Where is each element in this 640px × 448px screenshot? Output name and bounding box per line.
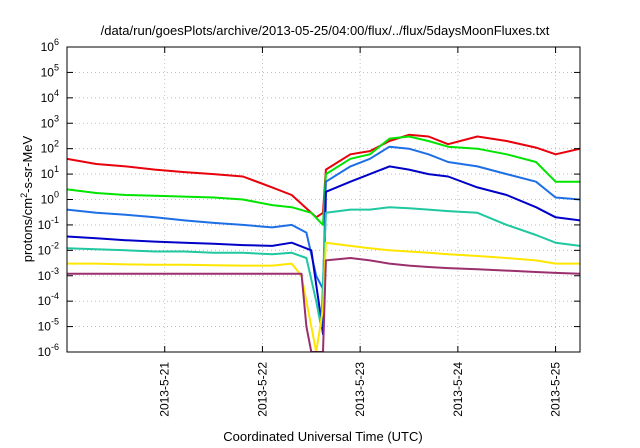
y-tick-label-base: 10 <box>38 218 52 232</box>
y-tick-label-exp: 5 <box>54 62 59 72</box>
y-axis: 10610510410310210110010-110-210-310-410-… <box>38 37 580 359</box>
series-line-7 <box>67 257 580 352</box>
y-tick-label-base: 10 <box>41 193 55 207</box>
y-tick-label-base: 10 <box>41 91 55 105</box>
y-tick-label: 10-6 <box>38 342 59 359</box>
x-tick-label: 2013-5-25 <box>549 362 563 417</box>
y-tick-label: 10-1 <box>38 215 59 232</box>
data-series <box>67 133 580 352</box>
y-tick-label-exp: -1 <box>51 215 59 225</box>
y-tick-label-exp: 6 <box>54 37 59 47</box>
y-tick-label-exp: -5 <box>51 317 59 327</box>
y-tick-label: 104 <box>41 88 59 105</box>
series-line-6 <box>67 241 580 352</box>
y-tick-label-base: 10 <box>41 167 55 181</box>
series-line-2 <box>67 135 580 226</box>
y-tick-label-base: 10 <box>41 116 55 130</box>
y-tick-label: 103 <box>41 113 59 130</box>
x-tick-label: 2013-5-21 <box>158 362 172 417</box>
y-tick-label-exp: 4 <box>54 88 59 98</box>
y-tick-label: 10-3 <box>38 266 59 283</box>
y-tick-label-exp: 2 <box>54 139 59 149</box>
y-axis-title-sup: 2 <box>19 193 29 198</box>
x-tick-label: 2013-5-24 <box>451 362 465 417</box>
y-tick-label-exp: -4 <box>51 291 59 301</box>
y-tick-label: 106 <box>41 37 59 54</box>
y-tick-label-base: 10 <box>41 40 55 54</box>
y-tick-label: 10-5 <box>38 317 59 334</box>
y-tick-label-base: 10 <box>41 142 55 156</box>
y-tick-label-base: 10 <box>38 243 52 257</box>
series-line-1 <box>67 133 580 219</box>
y-tick-label-exp: 0 <box>54 190 59 200</box>
x-axis-title: Coordinated Universal Time (UTC) <box>223 429 422 444</box>
x-axis: 2013-5-21 2013-5-22 2013-5-23 2013-5-24 2013… <box>158 47 563 417</box>
y-tick-label-base: 10 <box>38 320 52 334</box>
y-axis-title: protons/cm2-s-sr-MeV <box>19 135 35 262</box>
y-tick-label-exp: 3 <box>54 113 59 123</box>
y-tick-label: 101 <box>41 164 59 181</box>
y-tick-label-exp: 1 <box>54 164 59 174</box>
y-tick-label: 10-4 <box>38 291 59 308</box>
series-line-5 <box>67 206 580 328</box>
chart-title: /data/run/goesPlots/archive/2013-05-25/0… <box>101 23 550 38</box>
y-tick-label-base: 10 <box>38 294 52 308</box>
y-tick-label: 10-2 <box>38 240 59 257</box>
y-tick-label: 100 <box>41 190 59 207</box>
y-tick-label-exp: -3 <box>51 266 59 276</box>
y-tick-label-exp: -2 <box>51 240 59 250</box>
y-tick-label-base: 10 <box>38 269 52 283</box>
y-axis-title-main: protons/cm <box>20 198 35 262</box>
y-tick-label: 102 <box>41 139 59 156</box>
y-axis-title-rest: -s-sr-MeV <box>20 135 35 192</box>
y-tick-label-base: 10 <box>38 345 52 359</box>
x-tick-label: 2013-5-22 <box>255 362 269 417</box>
x-tick-label: 2013-5-23 <box>353 362 367 417</box>
y-tick-label-exp: -6 <box>51 342 59 352</box>
y-tick-label: 105 <box>41 62 59 79</box>
y-tick-label-base: 10 <box>41 65 55 79</box>
